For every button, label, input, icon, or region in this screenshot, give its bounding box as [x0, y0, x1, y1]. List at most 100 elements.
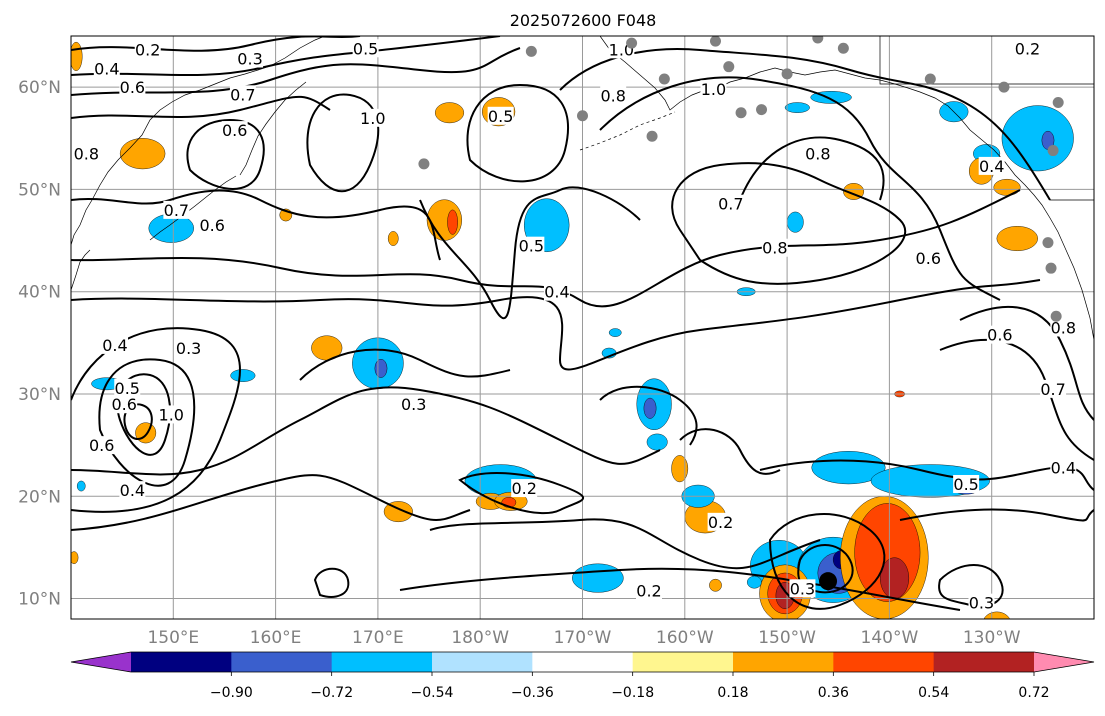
shaded-region [387, 231, 399, 246]
contour-label-gap [352, 39, 379, 58]
latitude-tick-labels: 10°N 20°N 30°N 40°N 50°N 60°N [18, 78, 61, 609]
contour-label: 0.6 [120, 78, 145, 97]
contour-line [71, 279, 1041, 371]
shaded-region [1001, 105, 1074, 172]
contour-line [71, 386, 661, 476]
station-dot [418, 158, 430, 170]
contour-line [71, 36, 361, 52]
contour-label: 0.2 [1015, 39, 1040, 58]
contour-label: 0.2 [636, 581, 661, 600]
colorbar-tick-label: 0.54 [918, 685, 949, 701]
contour-label: 1.0 [701, 80, 726, 99]
colorbar-swatch [833, 652, 935, 672]
contour-line [71, 474, 471, 531]
contour-label-gap [487, 106, 514, 125]
contour-label: 0.4 [544, 283, 569, 302]
latitude-label: 40°N [18, 283, 61, 303]
contour-label-gap [158, 405, 185, 424]
contour-label: 0.7 [164, 201, 189, 220]
contour-label: 0.6 [111, 395, 136, 414]
contour-label: 0.8 [1051, 319, 1076, 338]
contour-label: 0.4 [979, 157, 1004, 176]
contour-label-gap [114, 378, 141, 397]
latitude-label: 50°N [18, 180, 61, 200]
map-title: 2025072600 F048 [510, 11, 657, 30]
contour-label: 0.5 [953, 475, 978, 494]
colorbar-tick-label: −0.36 [511, 685, 554, 701]
contour-label: 0.5 [115, 379, 140, 398]
contour-line [559, 48, 1051, 201]
contour-label: 0.3 [969, 594, 994, 613]
shaded-region [996, 226, 1038, 251]
contour-label-gap [101, 335, 128, 354]
contour-label: 0.8 [762, 239, 787, 258]
shaded-region [572, 563, 624, 593]
station-dot [646, 130, 658, 142]
station-dot [577, 110, 588, 122]
contour-line [671, 162, 907, 285]
contour-line [899, 508, 1094, 522]
shaded-region [71, 551, 79, 564]
contour-label: 1.0 [360, 109, 385, 128]
station-dot [812, 36, 824, 44]
contour-line [71, 189, 441, 261]
colorbar-swatch [933, 652, 1035, 672]
station-dot [709, 36, 721, 47]
contour-label: 0.4 [120, 481, 145, 500]
contour-line [679, 428, 781, 475]
shaded-field [71, 41, 1074, 619]
map-frame [70, 35, 1095, 620]
contour-label-gap [221, 121, 248, 140]
contour-label: 0.5 [353, 39, 378, 58]
shaded-region [76, 480, 86, 492]
coastline-kuril [149, 175, 237, 241]
contour-lines [71, 36, 1094, 611]
contour-line [458, 472, 585, 515]
colorbar: −0.90 −0.72 −0.54 −0.36 −0.18 0.18 0.36 0.54 0.7… [70, 651, 1095, 701]
shaded-region [434, 102, 465, 124]
shaded-region [230, 369, 256, 382]
storm-center-marker [819, 572, 838, 591]
contour-label-gap [986, 325, 1013, 344]
shaded-region [811, 451, 886, 485]
colorbar-swatch [532, 652, 634, 672]
contour-line [599, 385, 698, 446]
contour-label-gap [400, 395, 427, 414]
colorbar-swatch [231, 652, 333, 672]
contour-line [466, 83, 569, 183]
contour-label-gap [1050, 458, 1077, 477]
longitude-label: 150°W [758, 628, 816, 648]
contour-line [599, 76, 1001, 301]
shaded-region [709, 578, 722, 592]
colorbar-swatch [432, 652, 533, 672]
shaded-region [71, 41, 83, 71]
contour-label-gap [761, 238, 788, 257]
contour-label-gap [915, 248, 942, 267]
coastline-japan [71, 249, 91, 291]
contour-label: 0.8 [805, 145, 830, 164]
shaded-region [646, 433, 668, 451]
longitude-label: 140°W [861, 628, 919, 648]
contour-label-gap [789, 579, 816, 598]
contour-label-gap [518, 236, 545, 255]
contour-line [959, 305, 1094, 421]
contour-label: 0.7 [718, 195, 743, 214]
contour-label: 0.6 [222, 121, 247, 140]
station-dot [658, 73, 670, 85]
contour-label: 0.6 [987, 326, 1012, 345]
contour-label: 0.4 [94, 60, 119, 79]
longitude-label: 170°E [352, 628, 404, 648]
shaded-region [786, 211, 804, 233]
longitude-label: 150°E [147, 628, 199, 648]
longitude-label: 180°W [451, 628, 509, 648]
contour-label-gap [111, 395, 138, 414]
contour-label-gap [978, 156, 1005, 175]
colorbar-swatch [632, 652, 734, 672]
contour-label-gap [134, 40, 161, 59]
colorbar-tick-label: 0.72 [1018, 685, 1049, 701]
latitude-label: 30°N [18, 385, 61, 405]
contour-label-gap [119, 78, 146, 97]
contour-label: 0.3 [401, 395, 426, 414]
contour-label-gap [359, 108, 386, 127]
contour-label-gap [1050, 318, 1077, 337]
